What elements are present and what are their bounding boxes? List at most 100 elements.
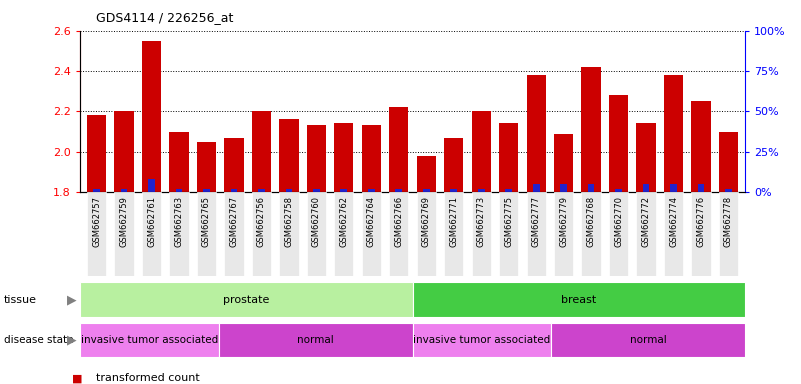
Bar [670,184,677,192]
Text: GSM662774: GSM662774 [669,196,678,247]
Bar [87,115,107,192]
Bar [588,184,594,192]
Bar [423,189,429,192]
Text: GSM662778: GSM662778 [724,196,733,247]
Text: GSM662768: GSM662768 [586,196,596,247]
Bar [637,124,656,192]
Bar [219,323,413,357]
Bar [280,192,299,276]
Bar [551,323,745,357]
Bar [698,184,704,192]
Text: ■: ■ [72,373,83,383]
Text: normal: normal [630,335,666,345]
Bar [417,192,436,276]
Bar [389,107,409,192]
Bar [121,189,127,192]
Bar [582,67,601,192]
Text: transformed count: transformed count [96,373,200,383]
Bar [533,184,540,192]
Bar [642,184,650,192]
Bar [224,137,244,192]
Bar [224,192,244,276]
Text: GSM662776: GSM662776 [697,196,706,247]
Bar [691,101,710,192]
Bar [231,189,237,192]
Bar [444,137,463,192]
Bar [169,131,188,192]
Bar [396,189,402,192]
Bar [197,192,216,276]
Text: GSM662770: GSM662770 [614,196,623,247]
Bar [472,192,491,276]
Text: GSM662777: GSM662777 [532,196,541,247]
Bar [169,192,188,276]
Bar [175,189,183,192]
Text: GSM662765: GSM662765 [202,196,211,247]
Text: GSM662779: GSM662779 [559,196,568,247]
Bar [148,179,155,192]
Bar [203,189,210,192]
Bar [142,192,161,276]
Bar [142,41,161,192]
Bar [526,75,545,192]
Bar [725,189,732,192]
Bar [280,119,299,192]
Text: tissue: tissue [4,295,37,305]
Bar [340,189,347,192]
Bar [115,192,134,276]
Bar [258,189,265,192]
Text: GSM662761: GSM662761 [147,196,156,247]
Text: GDS4114 / 226256_at: GDS4114 / 226256_at [96,12,234,25]
Text: GSM662757: GSM662757 [92,196,101,247]
Bar [93,189,100,192]
Bar [560,184,567,192]
Text: ▶: ▶ [66,293,76,306]
Bar [609,95,628,192]
Text: GSM662773: GSM662773 [477,196,485,247]
Bar [115,111,134,192]
Text: invasive tumor associated: invasive tumor associated [81,335,218,345]
Text: invasive tumor associated: invasive tumor associated [413,335,550,345]
Bar [307,192,326,276]
Bar [444,192,463,276]
Bar [664,192,683,276]
Text: GSM662758: GSM662758 [284,196,293,247]
Bar [554,134,574,192]
Bar [197,142,216,192]
Bar [413,282,745,317]
Text: GSM662762: GSM662762 [340,196,348,247]
Bar [252,192,271,276]
Bar [554,192,574,276]
Text: GSM662766: GSM662766 [394,196,403,247]
Bar [80,323,219,357]
Bar [609,192,628,276]
Text: GSM662775: GSM662775 [504,196,513,247]
Bar [664,75,683,192]
Bar [472,111,491,192]
Text: GSM662763: GSM662763 [175,196,183,247]
Text: GSM662767: GSM662767 [229,196,239,247]
Bar [718,131,738,192]
Text: GSM662772: GSM662772 [642,196,650,247]
Bar [417,156,436,192]
Bar [362,192,381,276]
Bar [80,282,413,317]
Text: normal: normal [297,335,334,345]
Bar [307,126,326,192]
Bar [505,189,512,192]
Bar [582,192,601,276]
Bar [87,192,107,276]
Text: GSM662764: GSM662764 [367,196,376,247]
Bar [499,192,518,276]
Text: prostate: prostate [223,295,269,305]
Bar [334,124,353,192]
Bar [478,189,485,192]
Bar [313,189,320,192]
Text: GSM662759: GSM662759 [119,196,128,247]
Text: GSM662771: GSM662771 [449,196,458,247]
Bar [615,189,622,192]
Bar [389,192,409,276]
Text: GSM662769: GSM662769 [422,196,431,247]
Bar [285,189,292,192]
Bar [413,323,551,357]
